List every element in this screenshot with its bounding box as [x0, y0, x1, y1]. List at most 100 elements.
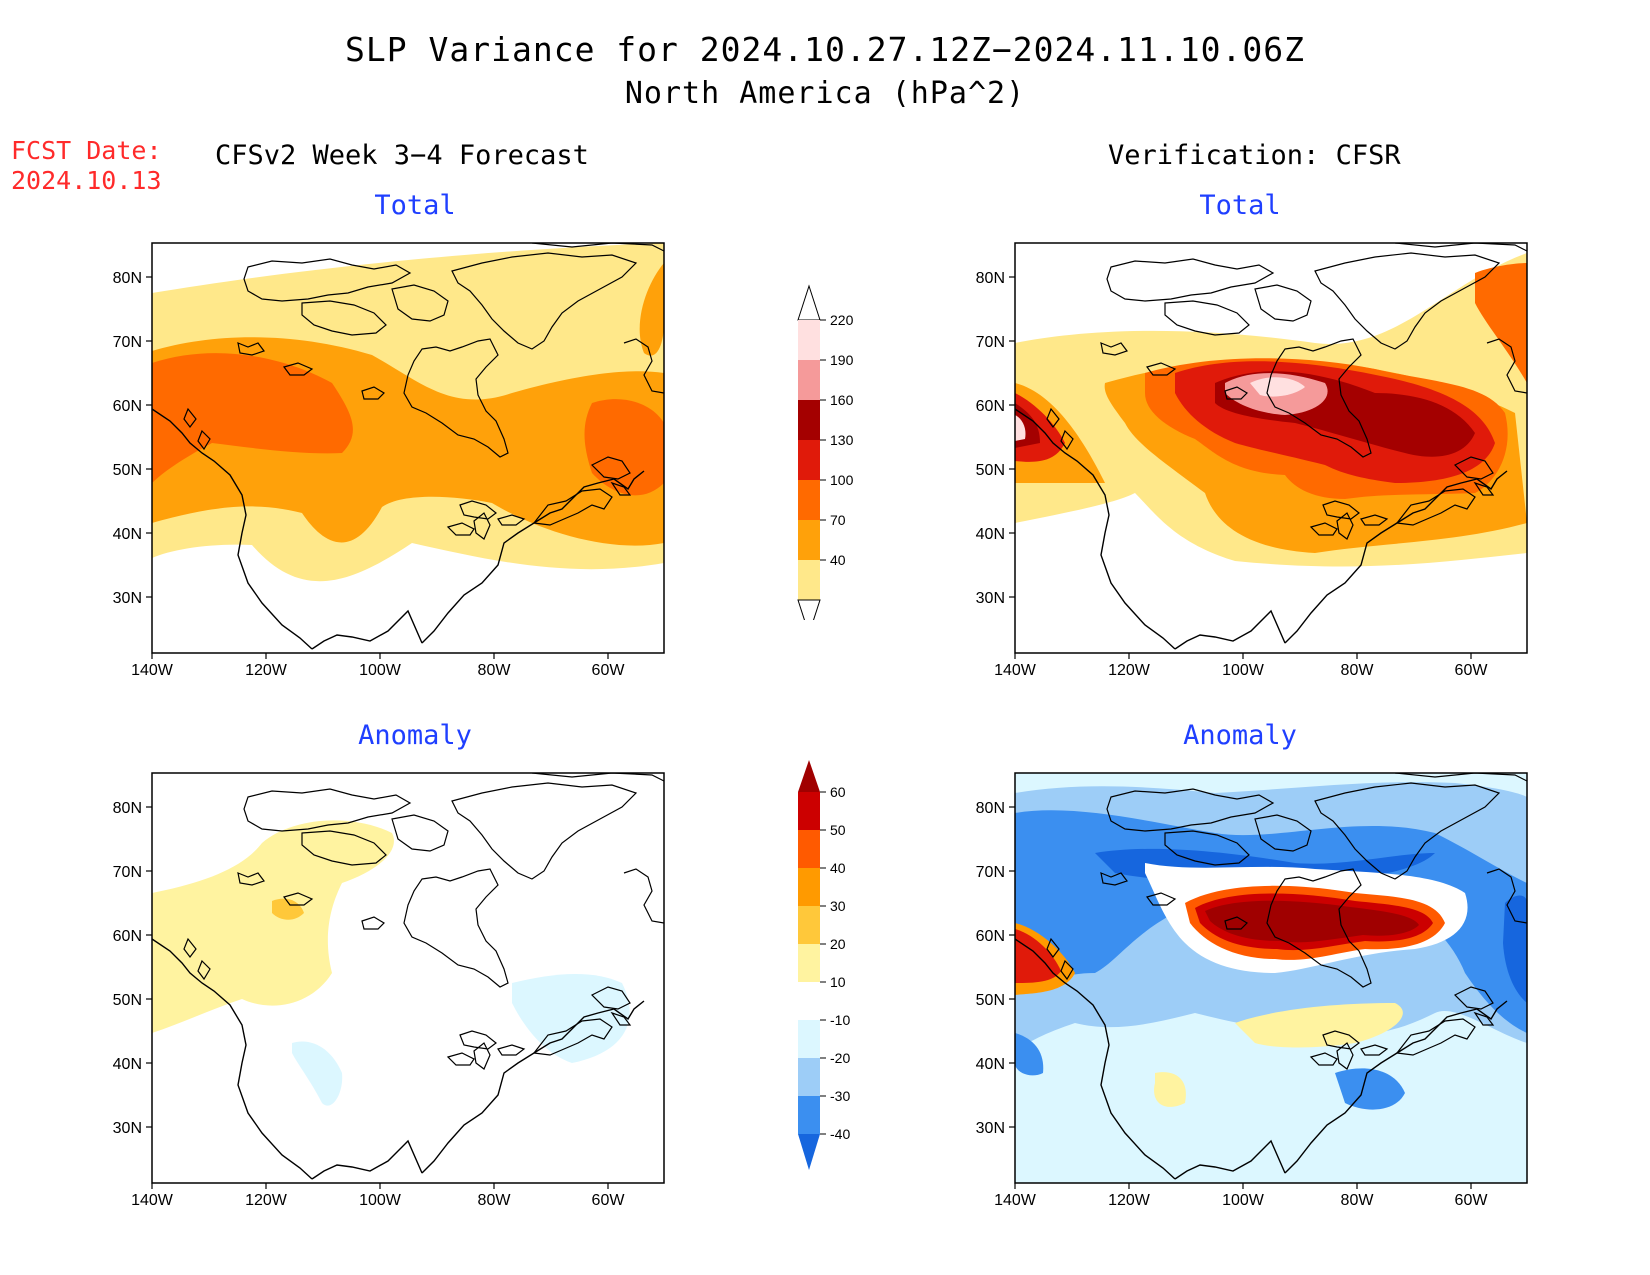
- lon-tick-label: 100W: [359, 1192, 402, 1209]
- colorbar-bottom-cap: [798, 1134, 820, 1170]
- lat-tick-label: 30N: [976, 590, 1005, 607]
- colorbar-label: 40: [830, 860, 846, 876]
- lat-tick-label: 70N: [976, 334, 1005, 351]
- colorbar-swatch: [798, 1020, 820, 1058]
- lat-tick-label: 50N: [113, 462, 142, 479]
- lat-tick-label: 50N: [976, 462, 1005, 479]
- lat-tick-label: 40N: [976, 526, 1005, 543]
- colorbar-swatch: [798, 906, 820, 944]
- colorbar-swatch: [798, 868, 820, 906]
- lon-tick-label: 60W: [592, 662, 626, 679]
- colorbar-bottom-cap: [797, 599, 821, 636]
- colorbar-swatch: [798, 440, 820, 480]
- verif-anomaly-panel: [963, 770, 1533, 1224]
- verif-total-panel: [963, 240, 1533, 694]
- lat-tick-label: 60N: [976, 928, 1005, 945]
- lat-tick-label: 40N: [976, 1056, 1005, 1073]
- colorbar-label: 10: [830, 974, 846, 990]
- lat-tick-label: 70N: [113, 334, 142, 351]
- lon-tick-label: 80W: [1341, 662, 1375, 679]
- colorbar-swatch: [798, 944, 820, 982]
- lon-tick-label: 80W: [1341, 1192, 1375, 1209]
- lon-tick-label: 80W: [478, 1192, 512, 1209]
- lon-tick-label: 120W: [245, 1192, 288, 1209]
- colorbar-swatch: [798, 792, 820, 830]
- colorbar-label: 220: [830, 312, 854, 328]
- fcst-total-panel: [100, 240, 670, 694]
- anomaly-colorbar: -40 -30 -20 -10 10 20 30 40 50 60: [790, 752, 870, 1216]
- lon-tick-label: 140W: [994, 1192, 1037, 1209]
- lat-tick-label: 50N: [976, 992, 1005, 1009]
- colorbar-label: 20: [830, 936, 846, 952]
- lon-tick-label: 100W: [1222, 662, 1265, 679]
- colorbar-label: -40: [830, 1126, 850, 1142]
- colorbar-swatch: [798, 400, 820, 440]
- verif-anomaly-title: Anomaly: [1183, 720, 1297, 751]
- colorbar-swatch: [798, 480, 820, 520]
- lat-tick-label: 60N: [113, 928, 142, 945]
- fcst-total-title: Total: [374, 190, 456, 221]
- fcst-anomaly-map: [151, 772, 665, 1184]
- lon-tick-label: 60W: [1455, 1192, 1489, 1209]
- left-column-title: CFSv2 Week 3−4 Forecast: [215, 140, 589, 171]
- verif-total-title: Total: [1199, 190, 1281, 221]
- lat-tick-label: 50N: [113, 992, 142, 1009]
- lat-tick-label: 60N: [113, 398, 142, 415]
- fcst-anomaly-title: Anomaly: [358, 720, 472, 751]
- total-colorbar: 40 70 100 130 160 190 220: [790, 280, 870, 636]
- lon-tick-label: 140W: [994, 662, 1037, 679]
- lon-tick-label: 80W: [478, 662, 512, 679]
- fcst-anomaly-panel: [100, 770, 670, 1224]
- colorbar-label: 100: [830, 472, 854, 488]
- lat-tick-label: 40N: [113, 526, 142, 543]
- colorbar-label: -20: [830, 1050, 850, 1066]
- colorbar-label: -10: [830, 1012, 850, 1028]
- lon-tick-label: 140W: [131, 662, 174, 679]
- lat-tick-label: 60N: [976, 398, 1005, 415]
- lon-tick-label: 120W: [1108, 1192, 1151, 1209]
- fcst-date: FCST Date: 2024.10.13: [11, 136, 162, 196]
- colorbar-label: 60: [830, 784, 846, 800]
- fcst-date-label: FCST Date:: [11, 136, 162, 165]
- colorbar-swatch: [798, 360, 820, 400]
- main-subtitle: North America (hPa^2): [624, 76, 1026, 111]
- lon-tick-label: 60W: [592, 1192, 626, 1209]
- colorbar-label: 190: [830, 352, 854, 368]
- total-colorbar-svg: 40 70 100 130 160 190 220: [797, 284, 854, 636]
- lat-tick-label: 70N: [976, 864, 1005, 881]
- lat-tick-label: 30N: [113, 1120, 142, 1137]
- colorbar-top-cap: [798, 760, 820, 792]
- lon-tick-label: 100W: [1222, 1192, 1265, 1209]
- colorbar-label: 130: [830, 432, 854, 448]
- colorbar-label: 30: [830, 898, 846, 914]
- colorbar-label: 70: [830, 512, 846, 528]
- lon-tick-label: 120W: [245, 662, 288, 679]
- lat-tick-label: 30N: [976, 1120, 1005, 1137]
- lon-tick-label: 120W: [1108, 662, 1151, 679]
- lat-tick-label: 80N: [113, 800, 142, 817]
- colorbar-swatch: [798, 1058, 820, 1096]
- lat-tick-label: 30N: [113, 590, 142, 607]
- colorbar-swatch: [798, 982, 820, 1020]
- colorbar-label: 160: [830, 392, 854, 408]
- lat-tick-label: 80N: [976, 270, 1005, 287]
- colorbar-label: 40: [830, 552, 846, 568]
- colorbar-swatch: [798, 1096, 820, 1134]
- lat-tick-label: 40N: [113, 1056, 142, 1073]
- lat-tick-label: 80N: [976, 800, 1005, 817]
- lon-tick-label: 100W: [359, 662, 402, 679]
- colorbar-swatch: [798, 560, 820, 600]
- verif-anomaly-map: [1014, 772, 1528, 1184]
- colorbar-swatch: [798, 320, 820, 360]
- verif-total-map: [1014, 242, 1528, 654]
- colorbar-label: -30: [830, 1088, 850, 1104]
- right-column-title: Verification: CFSR: [1108, 140, 1401, 171]
- lat-tick-label: 70N: [113, 864, 142, 881]
- lat-tick-label: 80N: [113, 270, 142, 287]
- fcst-date-value: 2024.10.13: [11, 166, 162, 195]
- colorbar-swatch: [798, 520, 820, 560]
- colorbar-swatch: [798, 830, 820, 868]
- main-title: SLP Variance for 2024.10.27.12Z−2024.11.…: [345, 30, 1305, 69]
- fcst-total-map: [151, 242, 665, 654]
